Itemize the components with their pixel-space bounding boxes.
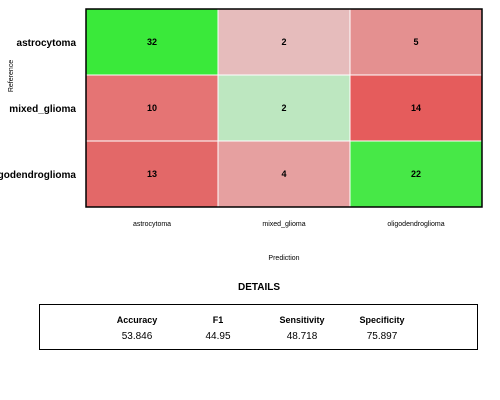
- row-label-astrocytoma: astrocytoma: [17, 38, 77, 49]
- column-label-astrocytoma: astrocytoma: [133, 221, 171, 228]
- x-axis-title: Prediction: [268, 255, 299, 262]
- metric-specificity: Specificity 75.897: [342, 315, 422, 342]
- metric-f1-value: 44.95: [205, 331, 231, 342]
- heatmap-cell-0-0: [85, 8, 219, 76]
- details-panel: Accuracy 53.846 F1 44.95 Sensitivity 48.…: [39, 304, 478, 350]
- metric-sensitivity-label: Sensitivity: [279, 315, 325, 325]
- plot-frame: [85, 8, 483, 208]
- cell-value-0-1: 2: [281, 37, 286, 47]
- heatmap-cell-2-1: [217, 140, 351, 208]
- heatmap-cell-1-1: [217, 74, 351, 142]
- metric-specificity-label: Specificity: [359, 315, 405, 325]
- heatmap-cell-1-2: [349, 74, 483, 142]
- column-label-mixed_glioma: mixed_glioma: [262, 221, 305, 228]
- metric-accuracy: Accuracy 53.846: [97, 315, 177, 342]
- cell-value-1-0: 10: [147, 103, 157, 113]
- metric-sensitivity: Sensitivity 48.718: [262, 315, 342, 342]
- metric-accuracy-label: Accuracy: [116, 315, 158, 325]
- metric-accuracy-value: 53.846: [121, 331, 153, 342]
- heatmap-cell-0-1: [217, 8, 351, 76]
- metric-specificity-value: 75.897: [366, 331, 398, 342]
- y-axis-title: Reference: [8, 60, 15, 92]
- cell-value-1-1: 2: [281, 103, 286, 113]
- cell-value-2-0: 13: [147, 169, 157, 179]
- cell-value-1-2: 14: [411, 103, 421, 113]
- metric-sensitivity-value: 48.718: [286, 331, 318, 342]
- row-label-mixed_glioma: mixed_glioma: [9, 104, 76, 115]
- heatmap-cell-1-0: [85, 74, 219, 142]
- metric-f1-label: F1: [212, 315, 224, 325]
- column-label-oligodendroglioma: oligodendroglioma: [387, 221, 444, 228]
- details-title: DETAILS: [237, 282, 281, 293]
- cell-value-2-2: 22: [411, 169, 421, 179]
- metric-f1: F1 44.95: [178, 315, 258, 342]
- cell-value-2-1: 4: [281, 169, 286, 179]
- cell-value-0-2: 5: [413, 37, 418, 47]
- cell-value-0-0: 32: [147, 37, 157, 47]
- row-label-oligodendroglioma: oligodendroglioma: [0, 170, 76, 181]
- confusion-matrix-chart: 32251021413422astrocytomamixed_gliomaoli…: [0, 8, 483, 262]
